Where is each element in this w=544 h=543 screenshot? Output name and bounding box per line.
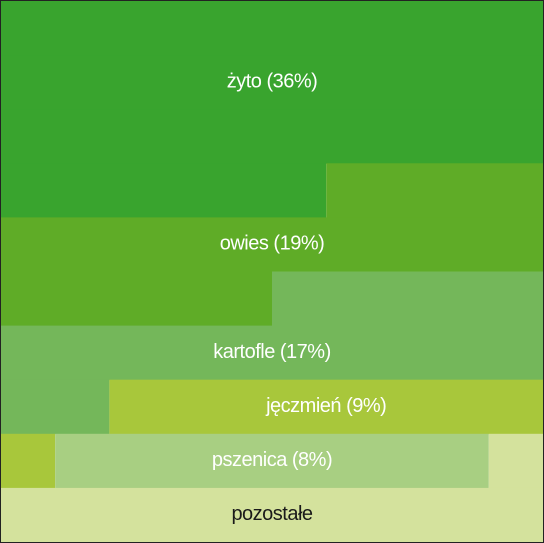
segment-label: żyto (36%) <box>227 70 318 92</box>
segment <box>1 487 543 543</box>
segment <box>1 271 272 327</box>
segment <box>1 163 327 218</box>
segment <box>109 379 544 435</box>
segment <box>1 109 543 164</box>
segment-label: kartofle (17%) <box>213 341 331 363</box>
segment <box>55 433 489 489</box>
segment-label: owies (19%) <box>220 233 325 255</box>
segment <box>488 433 543 489</box>
segment <box>272 271 543 327</box>
segment <box>1 325 543 381</box>
segment-label: pozostałe <box>231 503 312 525</box>
segment <box>1 433 56 489</box>
segment <box>1 1 543 56</box>
segment <box>1 379 110 435</box>
segment <box>1 217 543 272</box>
segment-label: pszenica (8%) <box>212 449 332 471</box>
segment-label: jęczmień (9%) <box>265 395 386 417</box>
segment <box>326 163 543 218</box>
segment <box>1 55 543 110</box>
